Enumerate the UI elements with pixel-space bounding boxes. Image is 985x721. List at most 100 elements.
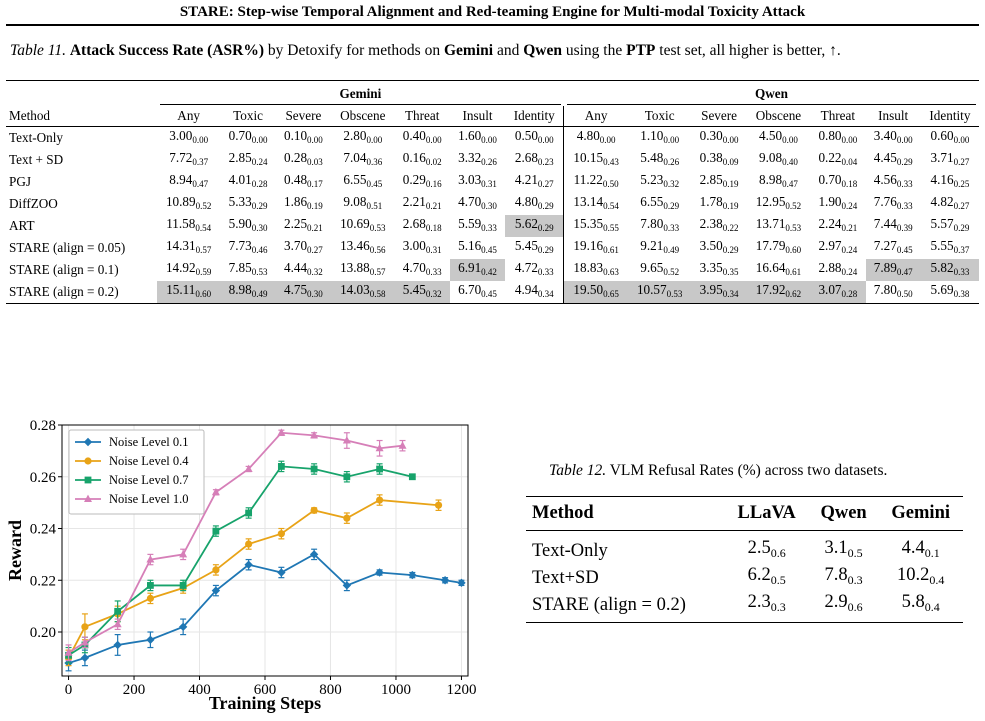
y-tick-label: 0.28 — [30, 418, 56, 434]
caption-text: by Detoxify for methods on — [264, 42, 444, 59]
group-header-row: Gemini Qwen — [6, 85, 979, 106]
value-cell: 7.80.3 — [824, 565, 863, 587]
group-header-qwen: Qwen — [564, 85, 979, 106]
column-header-severe: Severe — [275, 106, 332, 127]
value-cell: 4.450.29 — [873, 150, 913, 167]
data-point — [342, 436, 351, 444]
value-cell: 5.230.32 — [640, 172, 680, 189]
y-tick-label: 0.20 — [30, 625, 56, 641]
caption-gemini: Gemini — [443, 42, 494, 59]
value-cell: 0.380.09 — [699, 150, 739, 167]
data-point — [343, 514, 351, 522]
data-point — [277, 463, 285, 470]
column-header-identity: Identity — [505, 106, 564, 127]
value-cell: 3.500.29 — [699, 238, 739, 255]
data-point — [376, 465, 383, 473]
data-point — [310, 430, 319, 439]
data-point — [310, 506, 318, 514]
value-cell: 7.800.50 — [865, 281, 921, 304]
value-cell: 7.800.33 — [640, 216, 680, 233]
data-point — [178, 622, 188, 632]
value-cell: 4.440.32 — [283, 260, 323, 277]
legend-marker — [83, 437, 93, 447]
table-row: STARE (align = 0.2) 2.30.3 2.90.6 5.80.4 — [526, 591, 963, 623]
value-cell: 17.790.60 — [755, 238, 802, 255]
value-cell: 5.80.4 — [878, 591, 963, 623]
value-cell: 5.590.33 — [458, 216, 497, 233]
table-row: STARE (align = 0.1) 14.920.59 7.850.53 4.44… — [6, 259, 979, 281]
value-cell: 7.040.36 — [343, 150, 383, 167]
legend-label: Noise Level 0.7 — [109, 473, 189, 487]
value-cell: 10.890.52 — [165, 194, 212, 211]
table-row: STARE (align = 0.2) 15.110.60 8.980.49 4.75… — [6, 281, 979, 304]
column-header-threat: Threat — [394, 106, 450, 127]
value-cell: 10.150.43 — [563, 149, 628, 171]
value-cell: 0.500.00 — [514, 128, 554, 145]
value-cell: 5.450.32 — [394, 281, 450, 304]
value-cell: 6.550.29 — [640, 194, 680, 211]
table11-caption-label: Table 11. — [10, 42, 66, 59]
legend-marker — [84, 494, 92, 502]
value-cell: 14.310.57 — [165, 238, 212, 255]
value-cell: 7.440.39 — [873, 216, 913, 233]
y-tick-label: 0.24 — [30, 522, 57, 538]
caption-metric: Attack Success Rate (ASR%) — [69, 42, 265, 59]
value-cell: 13.710.53 — [755, 216, 802, 233]
x-axis-label: Training Steps — [209, 693, 321, 713]
value-cell: 15.110.60 — [156, 281, 221, 304]
value-cell: 4.940.34 — [505, 281, 564, 304]
value-cell: 1.860.19 — [283, 194, 323, 211]
value-cell: 1.100.00 — [640, 128, 680, 145]
table-row: ART 11.580.54 5.900.30 2.250.21 10.690.53 2.6… — [6, 215, 979, 237]
value-cell: 4.210.27 — [514, 172, 554, 189]
data-point — [146, 594, 155, 602]
header-rule — [6, 24, 979, 26]
column-header-toxic: Toxic — [220, 106, 276, 127]
column-header-any: Any — [156, 106, 221, 127]
paper-header: STARE: Step-wise Temporal Alignment and … — [179, 4, 806, 20]
series-line — [68, 465, 413, 657]
method-cell: DiffZOO — [9, 196, 58, 211]
data-point — [245, 540, 253, 548]
value-cell: 7.760.33 — [873, 194, 913, 211]
value-cell: 2.850.19 — [699, 172, 739, 189]
data-point — [80, 637, 89, 646]
table-row: Text+SD 6.20.5 7.80.3 10.20.4 — [526, 564, 963, 591]
column-header-threat: Threat — [810, 106, 866, 127]
value-cell: 3.710.27 — [930, 150, 970, 167]
value-cell: 0.600.00 — [930, 128, 970, 145]
value-cell: 7.730.46 — [228, 238, 268, 255]
legend-label: Noise Level 0.1 — [109, 435, 189, 449]
data-point — [342, 581, 352, 590]
table-row: Text-Only 3.000.00 0.700.00 0.100.00 2.800.0… — [6, 126, 979, 149]
value-cell: 8.940.47 — [169, 172, 209, 189]
value-cell: 5.690.38 — [920, 281, 979, 304]
data-point — [408, 473, 416, 481]
data-point — [212, 566, 220, 574]
value-cell: 19.500.65 — [563, 281, 628, 304]
value-cell: 3.000.00 — [169, 128, 209, 145]
method-cell: ART — [9, 218, 35, 233]
value-cell: 2.90.6 — [808, 591, 879, 623]
data-point — [277, 428, 286, 436]
value-cell: 5.620.29 — [505, 215, 564, 237]
data-point — [81, 623, 89, 631]
data-point — [375, 443, 384, 452]
value-cell: 0.700.18 — [818, 172, 858, 189]
value-cell: 2.850.24 — [228, 150, 268, 167]
value-cell: 2.800.00 — [343, 128, 383, 145]
reward-chart: 0 200 400 600 800 1000 1200 0.20 0.22 0.24 0.26 0.2… — [5, 418, 476, 713]
method-cell: STARE (align = 0.05) — [9, 240, 126, 255]
value-cell: 7.720.37 — [169, 150, 209, 167]
y-tick-label: 0.22 — [30, 573, 56, 589]
value-cell: 5.550.37 — [930, 238, 970, 255]
value-cell: 2.880.24 — [818, 260, 858, 277]
value-cell: 13.880.57 — [340, 260, 386, 277]
y-tick-label: 0.26 — [30, 470, 57, 486]
column-header-row: Method Any Toxic Severe Obscene Threat Insult I… — [6, 106, 979, 127]
value-cell: 4.160.25 — [930, 172, 970, 189]
value-cell: 4.010.28 — [228, 172, 268, 189]
value-cell: 14.030.58 — [331, 281, 395, 304]
data-point — [114, 607, 122, 615]
column-header-obscene: Obscene — [746, 106, 811, 127]
